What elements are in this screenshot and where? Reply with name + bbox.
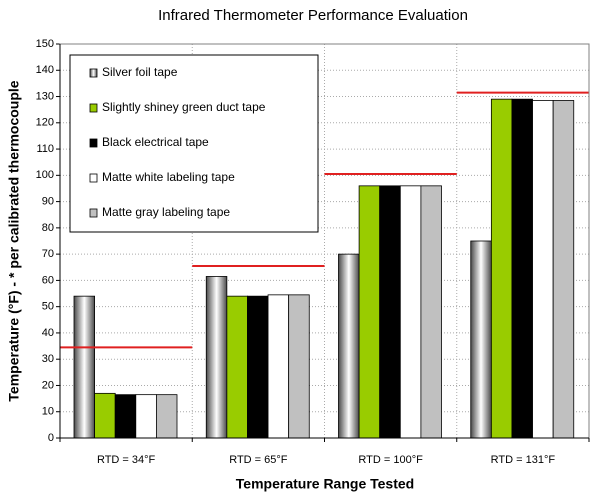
bar — [155, 394, 178, 439]
bar — [552, 100, 575, 439]
x-tick-label: RTD = 131°F — [491, 454, 556, 466]
legend-label: Silver foil tape — [102, 65, 178, 79]
bar — [420, 185, 442, 439]
y-tick-label: 50 — [42, 301, 54, 313]
legend-swatch — [89, 68, 98, 78]
bar — [358, 185, 381, 439]
legend-label: Black electrical tape — [102, 135, 209, 149]
bar — [532, 100, 554, 439]
y-tick-label: 80 — [42, 222, 54, 234]
bar — [288, 294, 310, 439]
y-tick-label: 100 — [36, 169, 54, 181]
legend-box — [69, 54, 319, 233]
x-axis-title: Temperature Range Tested — [236, 476, 414, 492]
y-axis-title: Temperature (°F) - * per calibrated ther… — [6, 80, 22, 401]
bar — [267, 294, 290, 439]
legend-swatch — [89, 173, 98, 183]
bar — [399, 185, 422, 439]
x-tick-label: RTD = 100°F — [358, 454, 423, 466]
y-tick-label: 70 — [42, 248, 54, 260]
y-tick-label: 10 — [42, 406, 54, 418]
bar — [511, 98, 533, 439]
legend-label: Matte white labeling tape — [102, 170, 235, 184]
bar — [490, 98, 513, 439]
bar — [135, 394, 157, 439]
y-tick-label: 40 — [42, 327, 54, 339]
y-tick-label: 120 — [36, 117, 54, 129]
legend-label: Matte gray labeling tape — [102, 205, 230, 219]
bar — [379, 185, 401, 439]
bar — [73, 295, 96, 439]
legend-swatch — [89, 103, 98, 113]
chart-title: Infrared Thermometer Performance Evaluat… — [158, 7, 468, 24]
bar — [205, 276, 228, 439]
bar — [226, 295, 248, 439]
bar — [94, 392, 116, 439]
bar — [247, 295, 269, 439]
y-tick-label: 60 — [42, 274, 54, 286]
x-tick-label: RTD = 65°F — [229, 454, 288, 466]
y-tick-label: 90 — [42, 196, 54, 208]
legend-label: Slightly shiney green duct tape — [102, 100, 266, 114]
bar — [470, 240, 492, 439]
y-tick-label: 130 — [36, 90, 54, 102]
y-tick-label: 140 — [36, 64, 54, 76]
legend-swatch — [89, 138, 98, 148]
y-tick-label: 20 — [42, 379, 54, 391]
y-tick-label: 30 — [42, 353, 54, 365]
x-tick-label: RTD = 34°F — [97, 454, 156, 466]
legend-swatch — [89, 208, 98, 218]
y-tick-label: 110 — [36, 143, 54, 155]
y-tick-label: 0 — [48, 432, 54, 444]
bar — [338, 253, 360, 439]
y-tick-label: 150 — [36, 38, 54, 50]
bar — [114, 394, 137, 439]
